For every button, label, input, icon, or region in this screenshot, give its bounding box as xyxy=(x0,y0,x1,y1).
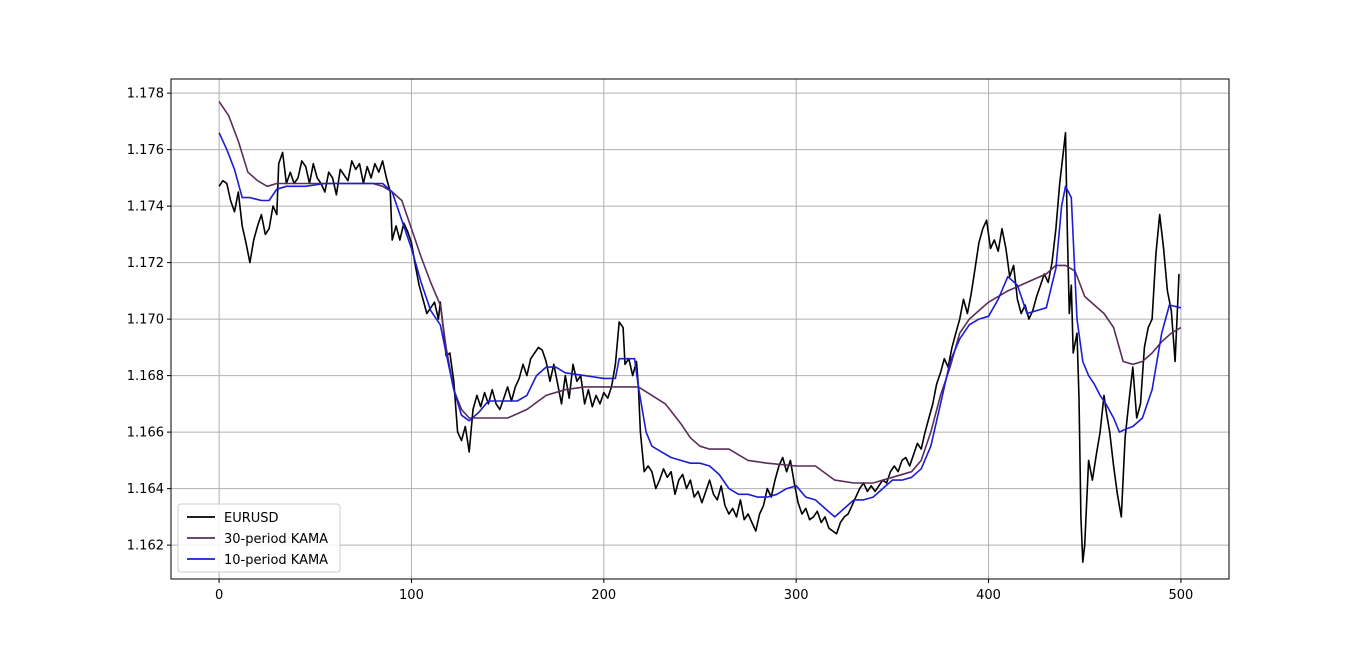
series-line-30-period-kama xyxy=(218,101,1182,484)
legend: EURUSD 30-period KAMA 10-period KAMA xyxy=(177,503,341,573)
x-tick-label: 400 xyxy=(976,588,1001,603)
y-tick-label: 1.178 xyxy=(127,87,164,102)
y-tick-label: 1.168 xyxy=(127,369,164,384)
y-tick-label: 1.176 xyxy=(127,143,164,158)
x-tick-label: 500 xyxy=(1168,588,1193,603)
x-tick-label: 200 xyxy=(591,588,616,603)
y-tick-label: 1.166 xyxy=(127,426,164,441)
x-tick-label: 300 xyxy=(784,588,809,603)
y-tick-label: 1.172 xyxy=(127,256,164,271)
y-tick-label: 1.170 xyxy=(127,313,164,328)
axis-ticks: 0 100 200 300 400 500 1.162 1.164 1.166 1.168 1.17… xyxy=(127,87,1194,603)
y-tick-label: 1.174 xyxy=(127,200,164,215)
legend-box xyxy=(177,503,341,573)
legend-label: EURUSD xyxy=(224,511,279,526)
y-tick-label: 1.164 xyxy=(127,482,164,497)
series-lines xyxy=(218,101,1182,563)
x-tick-label: 0 xyxy=(215,588,223,603)
series-line-10-period-kama xyxy=(218,132,1182,518)
legend-label: 10-period KAMA xyxy=(224,553,328,568)
legend-label: 30-period KAMA xyxy=(224,532,328,547)
x-tick-label: 100 xyxy=(399,588,424,603)
series-line-eurusd xyxy=(218,131,1180,563)
grid-lines xyxy=(171,79,1229,579)
plot-area-frame xyxy=(170,78,1230,580)
y-tick-label: 1.162 xyxy=(127,539,164,554)
